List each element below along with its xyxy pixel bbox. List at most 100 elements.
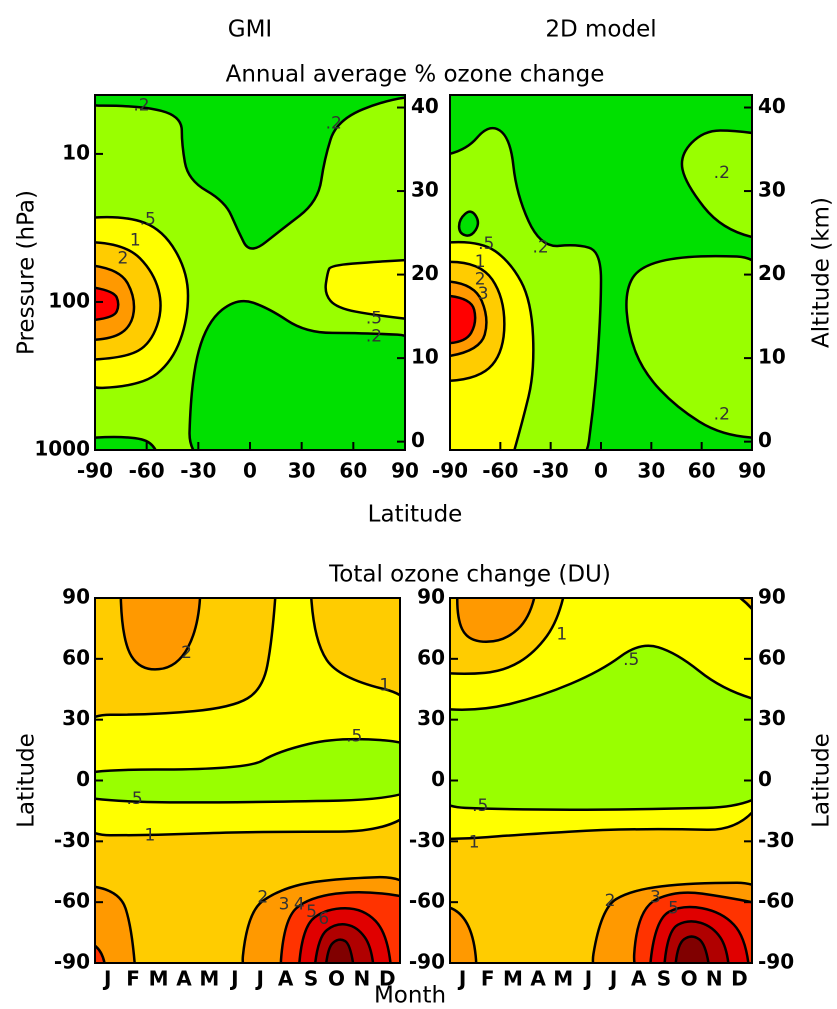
y-tick-label: 0 <box>431 767 445 791</box>
contour-region <box>457 210 480 237</box>
contour-region <box>450 906 478 963</box>
x-tick-label: J <box>102 967 111 991</box>
contour-region <box>95 885 136 963</box>
contour-label: .2 <box>714 405 730 425</box>
y2-tick-label: 30 <box>758 706 786 730</box>
x-tick-label: F <box>481 967 495 991</box>
x-tick-label: D <box>731 967 748 991</box>
y-tick-label: 1000 <box>34 437 90 461</box>
x-tick-label: -60 <box>482 459 518 483</box>
y2-tick-label: 40 <box>411 94 439 118</box>
contour-label: 2 <box>117 248 128 268</box>
panel-title: 2D model <box>545 17 656 43</box>
contour-label: 6 <box>318 909 329 929</box>
contour-panel: 1 .5 .5 1 2 35 <box>450 598 752 963</box>
x-tick-label: M <box>553 967 573 991</box>
x-tick-label: -30 <box>180 459 216 483</box>
contour-region <box>95 435 158 450</box>
x-tick-label: 60 <box>339 459 367 483</box>
y2-tick-label: -90 <box>758 950 794 974</box>
y-tick-label: -90 <box>409 950 445 974</box>
contour-region <box>95 95 405 250</box>
x-tick-label: 30 <box>637 459 665 483</box>
x-tick-label: 60 <box>688 459 716 483</box>
x-tick-label: S <box>304 967 318 991</box>
y2-tick-label: 20 <box>758 261 786 285</box>
y-tick-label: 60 <box>62 645 90 669</box>
y-tick-label: -90 <box>54 950 90 974</box>
contour-label: 2 <box>257 887 268 907</box>
x-tick-label: O <box>328 967 345 991</box>
y2-tick-label: 0 <box>411 428 425 452</box>
x-tick-label: J <box>583 967 592 991</box>
y-tick-label: -60 <box>409 889 445 913</box>
x-tick-label: A <box>278 967 294 991</box>
top-x-label: Latitude <box>368 502 463 528</box>
x-tick-label: J <box>254 967 263 991</box>
contour-label: 3 <box>650 887 661 907</box>
contour-region <box>456 598 536 644</box>
y-axis-label: Pressure (hPa) <box>14 190 40 355</box>
contour-label: 2 <box>605 891 616 911</box>
y-tick-label: 60 <box>417 645 445 669</box>
x-tick-label: O <box>681 967 698 991</box>
contour-label: .5 <box>346 727 362 747</box>
x-tick-label: 30 <box>288 459 316 483</box>
x-tick-label: S <box>657 967 671 991</box>
x-tick-label: N <box>354 967 371 991</box>
y2-tick-label: 0 <box>758 428 772 452</box>
x-tick-label: N <box>706 967 723 991</box>
y-tick-label: -30 <box>409 828 445 852</box>
y2-tick-label: 30 <box>758 178 786 202</box>
x-tick-label: -90 <box>432 459 468 483</box>
bottom-x-label: Month <box>374 983 446 1009</box>
contour-region <box>325 938 355 963</box>
contour-label: .2 <box>532 238 548 258</box>
contour-region <box>95 944 106 963</box>
panel-title: GMI <box>228 17 272 43</box>
y2-tick-label: -30 <box>758 828 794 852</box>
contour-region <box>119 598 202 671</box>
y-tick-label: 0 <box>76 767 90 791</box>
x-tick-label: -90 <box>77 459 113 483</box>
x-tick-label: 90 <box>738 459 766 483</box>
contour-region <box>188 299 405 450</box>
contour-label: .5 <box>140 209 156 229</box>
x-tick-label: A <box>530 967 546 991</box>
contour-label: .5 <box>366 309 382 329</box>
y-tick-label: 30 <box>62 706 90 730</box>
y2-tick-label: 30 <box>411 178 439 202</box>
contour-label: 1 <box>144 825 155 845</box>
y2-tick-label: 10 <box>411 345 439 369</box>
y2-tick-label: -60 <box>758 889 794 913</box>
contour-region <box>95 286 120 322</box>
y-tick-label: 90 <box>62 585 90 609</box>
contour-region <box>450 644 752 811</box>
x-tick-label: D <box>379 967 396 991</box>
x-tick-label: 90 <box>391 459 419 483</box>
bottom-title: Total ozone change (DU) <box>328 562 611 588</box>
contour-label: 5 <box>306 902 317 922</box>
y-tick-label: 90 <box>417 585 445 609</box>
contour-label: .2 <box>714 163 730 183</box>
x-tick-label: J <box>229 967 238 991</box>
y2-tick-label: 60 <box>758 645 786 669</box>
contour-label: 3 <box>478 284 489 304</box>
x-tick-label: -60 <box>129 459 165 483</box>
contour-region <box>674 935 710 963</box>
y2-tick-label: 20 <box>411 261 439 285</box>
x-tick-label: 0 <box>594 459 608 483</box>
contour-label: 1 <box>556 625 567 645</box>
x-tick-label: M <box>149 967 169 991</box>
contour-label: 1 <box>130 231 141 251</box>
x-tick-label: A <box>176 967 192 991</box>
contour-label: .5 <box>623 650 639 670</box>
contour-panel: .2.2.512.5.2 <box>95 95 405 450</box>
x-tick-label: 0 <box>243 459 257 483</box>
contour-label: 1 <box>475 252 486 272</box>
contour-region <box>625 254 752 439</box>
top-title: Annual average % ozone change <box>226 62 605 88</box>
contour-label: 2 <box>475 270 486 290</box>
y2-axis-label: Latitude <box>809 733 835 828</box>
